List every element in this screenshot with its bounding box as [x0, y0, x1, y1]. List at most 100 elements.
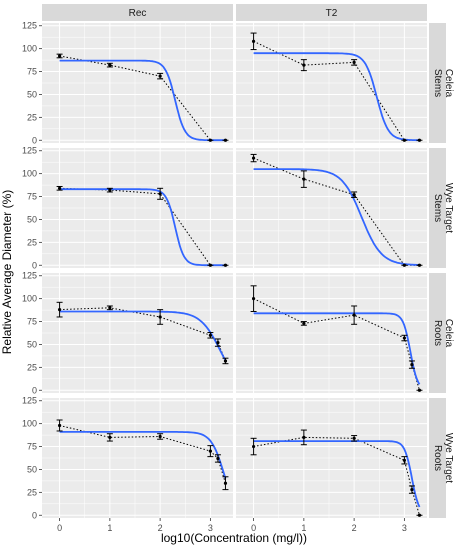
- data-point: [223, 263, 228, 267]
- data-point: [402, 336, 406, 340]
- data-point: [223, 481, 228, 485]
- y-tick-label: 25: [27, 237, 37, 247]
- y-axis-title: Relative Average Diameter (%): [0, 190, 14, 355]
- observed-dotted-line: [253, 157, 420, 266]
- observed-dotted-line: [253, 298, 420, 391]
- panel-series: [250, 429, 423, 517]
- x-tick-label: 1: [301, 523, 306, 533]
- column-strip-label: T2: [326, 8, 338, 19]
- x-tick-label: 2: [158, 523, 163, 533]
- data-point: [208, 449, 212, 453]
- observed-dotted-line: [59, 307, 226, 362]
- fitted-curve: [59, 310, 227, 362]
- data-point: [402, 263, 406, 267]
- data-point: [216, 456, 220, 461]
- row-strip-label: Celeia: [443, 69, 454, 98]
- x-tick-label: 1: [107, 523, 112, 533]
- y-tick-label: 125: [22, 271, 37, 281]
- data-point: [251, 444, 256, 449]
- y-tick-label: 100: [22, 169, 37, 179]
- fitted-curve: [59, 188, 226, 267]
- data-point: [216, 341, 220, 345]
- y-tick-label: 0: [32, 385, 37, 395]
- column-strip-label: Rec: [129, 8, 147, 19]
- y-tick-label: 75: [27, 192, 37, 202]
- row-strip: [429, 273, 446, 393]
- data-point: [417, 138, 422, 142]
- data-point: [57, 54, 62, 58]
- row-strip-label: Wye Target: [443, 183, 454, 234]
- row-strip: [429, 148, 446, 268]
- fitted-curve: [253, 52, 420, 142]
- y-tick-label: 0: [32, 135, 37, 145]
- y-tick-label: 50: [27, 464, 37, 474]
- y-tick-label: 50: [27, 214, 37, 224]
- data-point: [410, 363, 414, 367]
- data-point: [57, 423, 62, 428]
- y-tick-label: 125: [22, 21, 37, 31]
- data-point: [251, 297, 256, 301]
- data-point: [352, 193, 356, 197]
- fitted-curve: [59, 431, 227, 479]
- data-point: [108, 63, 112, 67]
- y-tick-label: 25: [27, 112, 37, 122]
- data-point: [402, 458, 406, 462]
- data-point: [352, 313, 356, 317]
- data-point: [223, 138, 228, 142]
- data-point: [57, 308, 62, 312]
- data-point: [208, 138, 212, 142]
- panel-series: [250, 153, 423, 267]
- y-tick-label: 75: [27, 442, 37, 452]
- y-tick-label: 100: [22, 44, 37, 54]
- y-tick-label: 50: [27, 89, 37, 99]
- fitted-curve: [59, 59, 226, 142]
- row-strip-label: Stems: [432, 69, 443, 97]
- data-point: [251, 156, 256, 160]
- column-strip: [236, 4, 427, 21]
- data-point: [302, 435, 306, 439]
- y-tick-label: 50: [27, 339, 37, 349]
- y-tick-label: 25: [27, 362, 37, 372]
- data-point: [352, 436, 356, 440]
- row-strip: [429, 398, 446, 518]
- data-point: [223, 359, 228, 363]
- data-point: [302, 63, 306, 67]
- observed-dotted-line: [253, 436, 420, 516]
- column-strip: [42, 4, 233, 21]
- y-tick-label: 0: [32, 260, 37, 270]
- data-point: [108, 188, 112, 192]
- fitted-curve: [253, 168, 420, 266]
- data-point: [410, 488, 414, 492]
- data-point: [57, 186, 62, 190]
- data-point: [251, 39, 256, 43]
- panel-series: [56, 301, 229, 365]
- x-tick-label: 0: [251, 523, 256, 533]
- y-tick-label: 125: [22, 396, 37, 406]
- data-point: [302, 321, 306, 325]
- row-strip: [429, 23, 446, 143]
- fitted-curve: [253, 440, 421, 508]
- data-point: [158, 192, 162, 196]
- data-point: [158, 434, 162, 439]
- data-point: [302, 177, 306, 181]
- row-strip-label: Celeia: [443, 319, 454, 348]
- row-strip-label: Stems: [432, 194, 443, 222]
- y-tick-label: 75: [27, 317, 37, 327]
- data-point: [417, 513, 422, 517]
- panel-series: [250, 32, 423, 142]
- panel-series: [56, 419, 229, 491]
- y-tick-label: 75: [27, 67, 37, 77]
- axes-layer: 0255075100125025507510012502550751001250…: [22, 21, 407, 533]
- data-point: [208, 333, 212, 337]
- data-point: [352, 60, 356, 64]
- panels-layer: [42, 23, 427, 518]
- x-axis-title: log10(Concentration (mg/l)): [161, 531, 307, 545]
- panel-series: [56, 53, 229, 142]
- y-tick-label: 100: [22, 419, 37, 429]
- y-tick-label: 25: [27, 487, 37, 497]
- y-tick-label: 100: [22, 294, 37, 304]
- row-strip-label: Wye Target: [443, 433, 454, 484]
- row-strip-label: Roots: [432, 445, 443, 471]
